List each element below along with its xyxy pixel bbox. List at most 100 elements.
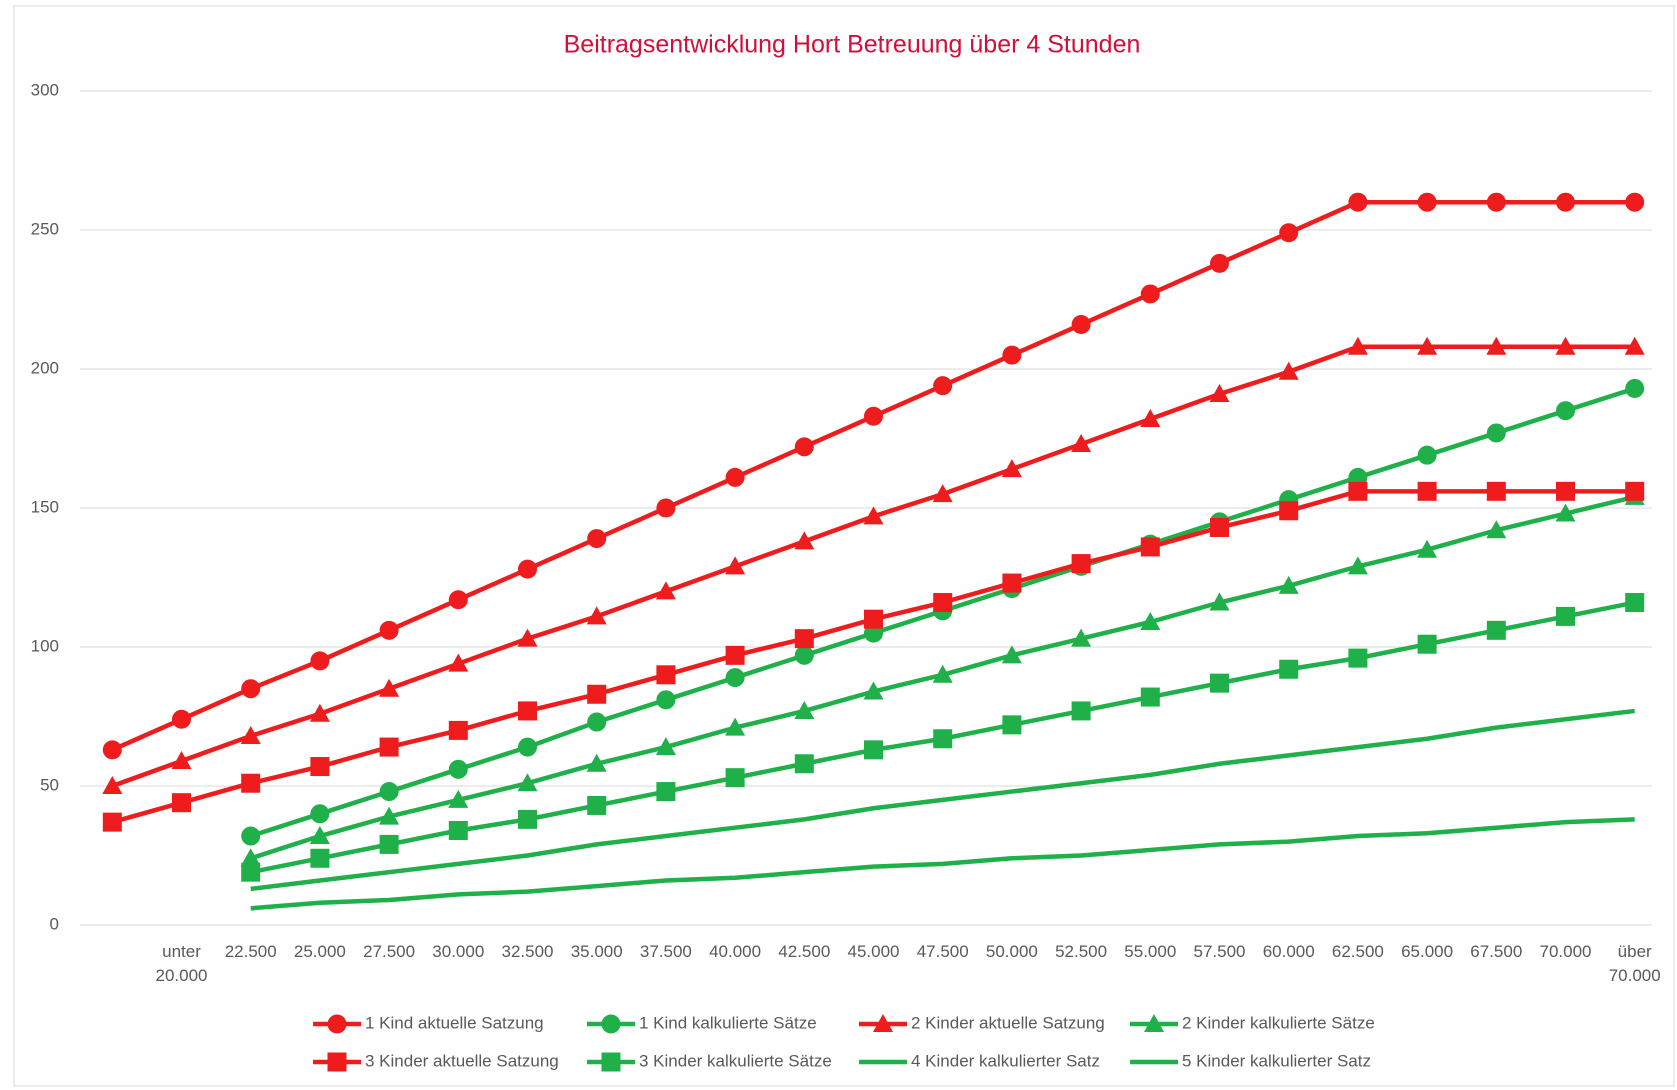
chart-border	[13, 5, 1675, 1087]
marker	[310, 848, 330, 868]
legend-label: 1 Kind aktuelle Satzung	[365, 1013, 544, 1032]
marker	[1417, 445, 1437, 465]
marker	[864, 609, 883, 629]
marker	[1486, 423, 1506, 443]
marker	[1417, 481, 1437, 501]
marker	[725, 556, 746, 575]
marker	[1279, 659, 1299, 679]
legend-marker	[601, 1052, 621, 1072]
marker	[448, 653, 469, 672]
marker	[1209, 384, 1230, 403]
marker	[725, 467, 745, 487]
marker	[1486, 336, 1507, 355]
marker	[1210, 673, 1229, 693]
marker	[518, 701, 537, 721]
marker	[794, 531, 815, 550]
legend-label: 2 Kinder kalkulierte Sätze	[1182, 1013, 1375, 1032]
x-tick-label: 45.000	[847, 942, 900, 961]
marker	[1071, 434, 1092, 453]
marker	[1348, 192, 1368, 212]
legend-label: 5 Kinder kalkulierter Satz	[1182, 1051, 1371, 1070]
marker	[1417, 336, 1438, 355]
marker	[1625, 378, 1645, 398]
marker	[310, 757, 330, 777]
marker	[379, 737, 399, 757]
x-tick-label: unter 20.000	[155, 942, 208, 985]
legend-label: 3 Kinder kalkulierte Sätze	[639, 1051, 832, 1070]
marker	[241, 826, 261, 846]
marker	[1279, 501, 1299, 521]
marker	[517, 773, 538, 792]
marker	[448, 590, 468, 610]
marker	[864, 740, 883, 760]
marker	[172, 709, 191, 729]
marker	[587, 529, 607, 549]
marker	[1417, 539, 1438, 558]
x-tick-label: über 70.000	[1608, 942, 1661, 985]
marker	[309, 703, 330, 722]
marker	[1140, 537, 1160, 557]
marker	[932, 664, 953, 683]
marker	[448, 820, 468, 840]
marker	[379, 620, 399, 640]
y-tick-label: 150	[31, 497, 59, 516]
x-tick-label: 50.000	[985, 942, 1038, 961]
x-tick-label: 52.500	[1055, 942, 1108, 961]
x-tick-label: 25.000	[293, 942, 346, 961]
marker	[933, 729, 953, 749]
marker	[1347, 556, 1368, 575]
marker	[1002, 345, 1022, 365]
marker	[1140, 687, 1160, 707]
legend-marker	[327, 1014, 347, 1034]
x-tick-label: 57.500	[1193, 942, 1246, 961]
marker	[1071, 554, 1091, 574]
marker	[102, 812, 122, 832]
legend-marker	[601, 1014, 621, 1034]
marker	[379, 806, 400, 825]
legend-label: 2 Kinder aktuelle Satzung	[911, 1013, 1105, 1032]
x-tick-label: 67.500	[1470, 942, 1523, 961]
marker	[1002, 715, 1022, 735]
marker	[587, 684, 607, 704]
marker	[1556, 481, 1575, 501]
marker	[725, 768, 745, 788]
marker	[518, 559, 537, 579]
marker	[656, 782, 676, 802]
x-tick-label: 47.500	[916, 942, 969, 961]
marker	[1556, 192, 1575, 212]
marker	[794, 645, 814, 665]
marker	[587, 795, 607, 815]
x-tick-label: 60.000	[1262, 942, 1315, 961]
marker	[102, 740, 122, 760]
marker	[794, 754, 814, 774]
marker	[379, 678, 400, 697]
marker	[1071, 628, 1092, 647]
marker	[656, 690, 676, 710]
marker	[1348, 481, 1368, 501]
marker	[725, 645, 745, 665]
marker	[448, 720, 468, 740]
marker	[794, 700, 815, 719]
marker	[241, 679, 261, 699]
marker	[448, 759, 468, 779]
y-tick-label: 0	[50, 914, 59, 933]
marker	[1348, 648, 1368, 668]
marker	[241, 862, 261, 882]
marker	[1486, 520, 1507, 539]
marker	[1210, 253, 1229, 273]
x-tick-label: 35.000	[570, 942, 623, 961]
marker	[587, 712, 607, 732]
marker	[1071, 701, 1091, 721]
marker	[1486, 481, 1506, 501]
marker	[172, 793, 191, 813]
marker	[1624, 336, 1645, 355]
marker	[310, 651, 330, 671]
x-tick-label: 30.000	[432, 942, 485, 961]
marker	[517, 628, 538, 647]
marker	[725, 717, 746, 736]
legend-marker	[327, 1052, 347, 1072]
marker	[863, 681, 884, 700]
marker	[102, 776, 123, 794]
line	[250, 708, 1635, 892]
marker	[655, 581, 676, 600]
